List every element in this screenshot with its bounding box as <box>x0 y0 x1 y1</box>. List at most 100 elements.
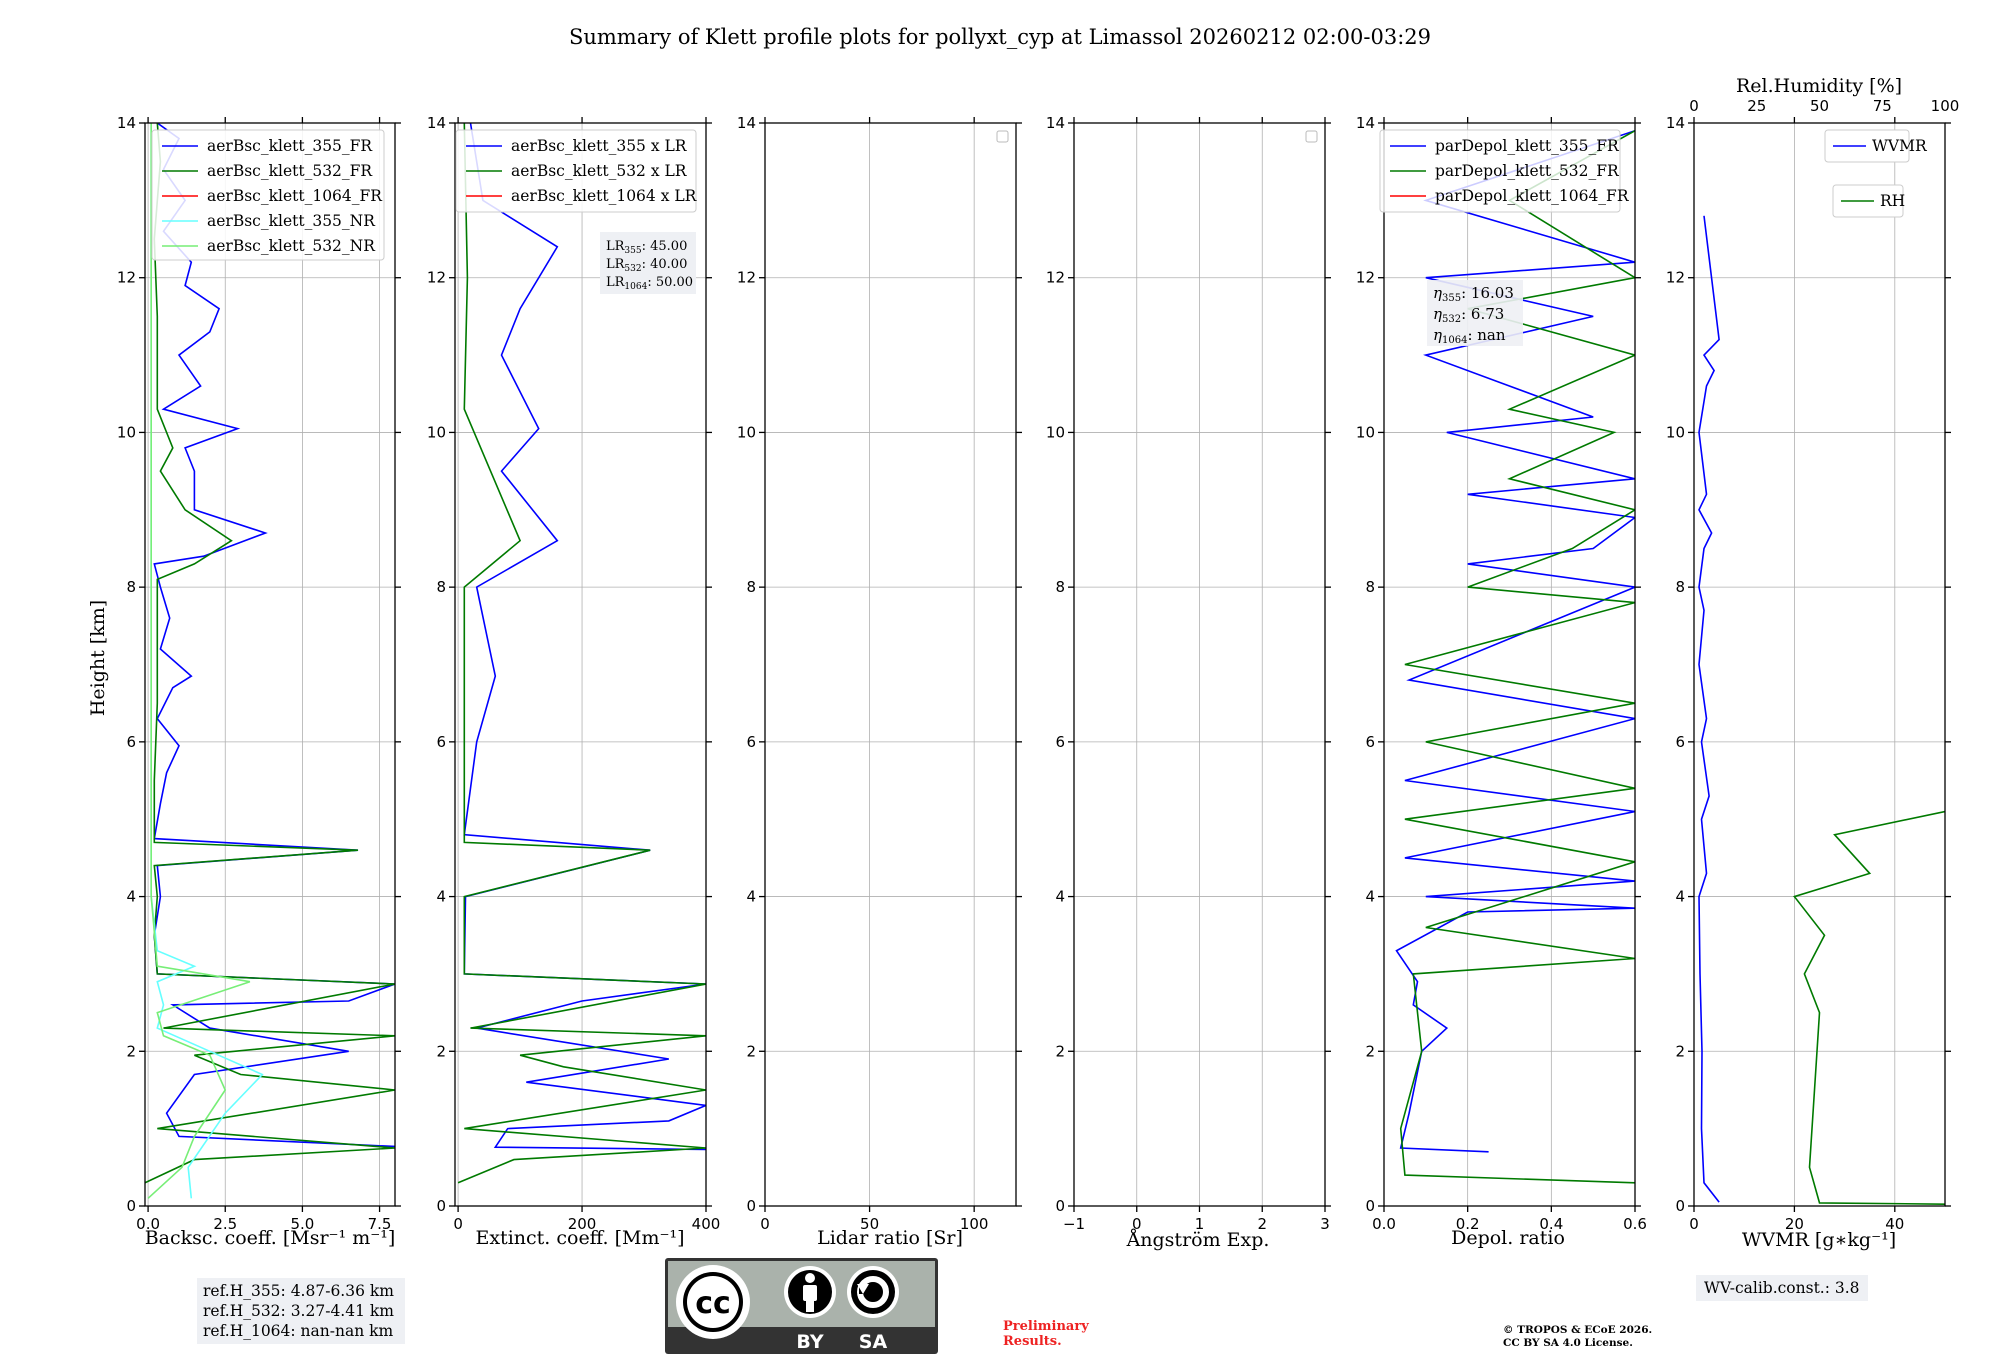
y-tick-label: 0 <box>1675 1197 1685 1215</box>
y-tick-label: 2 <box>1055 1042 1065 1060</box>
svg-text:LR532: 40.00: LR532: 40.00 <box>606 257 687 274</box>
rh-top-label: Rel.Humidity [%] <box>1736 75 1902 97</box>
y-tick-label: 12 <box>427 269 446 287</box>
y-tick-label: 2 <box>746 1042 756 1060</box>
legend-entry-wvmr: WVMR <box>1872 137 1928 155</box>
x-tick-label: 1 <box>1195 1215 1205 1233</box>
depol-xlabel: Depol. ratio <box>1451 1227 1565 1249</box>
y-tick-label: 0 <box>126 1197 136 1215</box>
legend-entry: aerBsc_klett_1064 x LR <box>511 187 698 205</box>
depol-panel: 0 2 4 6 8 10 12 14 0.0 0.2 0.4 0.6 <box>1356 114 1647 1233</box>
legend-entry: aerBsc_klett_532 x LR <box>511 162 688 180</box>
x-tick-label: 5.0 <box>290 1215 314 1233</box>
y-tick-label: 8 <box>1365 578 1375 596</box>
x-tick-label: 2 <box>1257 1215 1267 1233</box>
y-tick-label: 8 <box>436 578 446 596</box>
y-tick-label: 0 <box>1365 1197 1375 1215</box>
x-tick-label: 7.5 <box>368 1215 392 1233</box>
y-tick-label: 6 <box>1365 733 1375 751</box>
rh-tick-label: 50 <box>1810 97 1829 115</box>
legend-entry: parDepol_klett_532_FR <box>1435 162 1620 180</box>
extinction-panel: 0 2 4 6 8 10 12 14 0 200 400 <box>427 114 720 1233</box>
y-tick-label: 8 <box>746 578 756 596</box>
x-tick-label: 0 <box>453 1215 463 1233</box>
rh-tick-label: 100 <box>1931 97 1960 115</box>
lr-annotation: LR355: 45.00 LR532: 40.00 LR1064: 50.00 <box>600 232 696 294</box>
y-tick-label: 14 <box>1666 114 1685 132</box>
x-tick-label: 0.4 <box>1539 1215 1563 1233</box>
y-tick-label: 8 <box>1055 578 1065 596</box>
legend-entry: aerBsc_klett_355_FR <box>207 137 373 155</box>
y-tick-label: 4 <box>1675 888 1685 906</box>
series-line-pardepol-klett-532-fr <box>1399 130 1635 1184</box>
cc-text: cc <box>695 1286 731 1321</box>
series-line-aerbsc-klett-355-nr <box>150 123 264 1199</box>
y-tick-label: 12 <box>737 269 756 287</box>
copyright-notice: © TROPOS & ECoE 2026. CC BY SA 4.0 Licen… <box>1503 1324 1653 1349</box>
y-tick-label: 0 <box>1055 1197 1065 1215</box>
y-tick-label: 6 <box>436 733 446 751</box>
axes-frame <box>1073 122 1326 1207</box>
angstrom-xlabel: Ångström Exp. <box>1126 1229 1270 1251</box>
axes-frame <box>764 122 1017 1207</box>
legend-entry: aerBsc_klett_355_NR <box>207 212 376 230</box>
y-tick-label: 8 <box>1675 578 1685 596</box>
rh-tick-label: 25 <box>1747 97 1766 115</box>
axes-frame <box>144 122 396 1207</box>
ref-height-532: ref.H_532: 3.27-4.41 km <box>203 1302 394 1320</box>
x-tick-label: 0 <box>760 1215 770 1233</box>
x-tick-label: 400 <box>692 1215 721 1233</box>
eta-annotation: η355: 16.03 η532: 6.73 η1064: nan <box>1427 280 1523 346</box>
y-tick-label: 4 <box>436 888 446 906</box>
preliminary-notice: Preliminary Results. <box>1003 1319 1089 1349</box>
y-tick-label: 14 <box>427 114 446 132</box>
y-tick-label: 10 <box>1046 423 1065 441</box>
depol-legend: parDepol_klett_355_FR parDepol_klett_532… <box>1379 129 1630 213</box>
series-line-aerbsc-klett-532-x-lr <box>457 123 706 1184</box>
y-tick-label: 14 <box>737 114 756 132</box>
y-tick-label: 6 <box>746 733 756 751</box>
y-tick-label: 12 <box>117 269 136 287</box>
legend-entry: parDepol_klett_355_FR <box>1435 137 1620 155</box>
ref-heights-box: ref.H_355: 4.87-6.36 km ref.H_532: 3.27-… <box>197 1278 405 1344</box>
y-tick-label: 4 <box>746 888 756 906</box>
y-tick-label: 10 <box>427 423 446 441</box>
y-tick-label: 12 <box>1666 269 1685 287</box>
y-tick-label: 10 <box>1666 423 1685 441</box>
x-tick-label: 0.2 <box>1456 1215 1480 1233</box>
y-tick-label: 12 <box>1356 269 1375 287</box>
backscatter-panel: 0 2 4 6 8 10 12 14 0.0 2.5 5.0 7.5 <box>117 114 401 1233</box>
svg-text:LR1064: 50.00: LR1064: 50.00 <box>606 275 693 292</box>
y-tick-label: 8 <box>126 578 136 596</box>
x-tick-label: −1 <box>1063 1215 1085 1233</box>
series-line-aerbsc-klett-532-fr <box>145 123 395 1184</box>
y-tick-label: 6 <box>126 733 136 751</box>
svg-text:η1064: nan: η1064: nan <box>1433 326 1506 346</box>
rh-tick-label: 0 <box>1689 97 1699 115</box>
ref-height-1064: ref.H_1064: nan-nan km <box>203 1322 394 1340</box>
y-tick-label: 4 <box>1365 888 1375 906</box>
y-tick-label: 12 <box>1046 269 1065 287</box>
cc-by-sa-logo: cc BY SA <box>665 1258 938 1354</box>
axes-frame <box>454 122 707 1207</box>
extinction-xlabel: Extinct. coeff. [Mm⁻¹] <box>475 1227 684 1249</box>
y-tick-label: 6 <box>1055 733 1065 751</box>
legend-entry: aerBsc_klett_532_NR <box>207 237 376 255</box>
y-tick-label: 6 <box>1675 733 1685 751</box>
series-line-pardepol-klett-355-fr <box>1395 129 1635 1153</box>
y-tick-label: 14 <box>1046 114 1065 132</box>
x-tick-label: 3 <box>1320 1215 1330 1233</box>
x-tick-label: 0 <box>1689 1215 1699 1233</box>
series-line-rh <box>1793 810 1945 1205</box>
x-tick-label: 100 <box>960 1215 989 1233</box>
x-tick-label: 0.0 <box>1372 1215 1396 1233</box>
y-tick-label: 0 <box>436 1197 446 1215</box>
legend-entry: parDepol_klett_1064_FR <box>1435 187 1630 205</box>
y-tick-label: 14 <box>1356 114 1375 132</box>
x-tick-label: 50 <box>860 1215 879 1233</box>
y-tick-label: 4 <box>1055 888 1065 906</box>
x-tick-label: 20 <box>1785 1215 1804 1233</box>
wvmr-legend: WVMR <box>1824 129 1928 163</box>
